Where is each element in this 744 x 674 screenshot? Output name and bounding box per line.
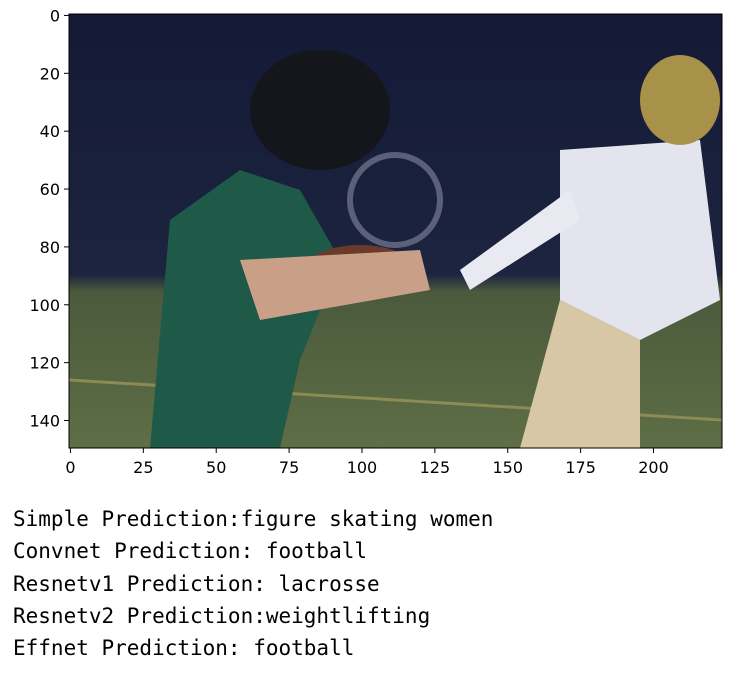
x-tick-label: 200 — [638, 458, 669, 477]
prediction-line: Simple Prediction:figure skating women — [13, 507, 494, 531]
x-tick-label: 100 — [347, 458, 378, 477]
x-tick-label: 150 — [492, 458, 523, 477]
y-tick-label: 100 — [29, 296, 60, 315]
x-tick-label: 125 — [420, 458, 451, 477]
x-tick-label: 50 — [206, 458, 226, 477]
prediction-line: Resnetv1 Prediction: lacrosse — [13, 571, 380, 596]
x-tick-label: 0 — [65, 458, 75, 477]
y-tick-label: 140 — [29, 412, 60, 431]
prediction-line: Convnet Prediction: football — [13, 539, 368, 564]
axes-frame — [68, 13, 723, 449]
prediction-line: Resnetv2 Prediction:weightlifting — [13, 603, 431, 628]
y-tick-label: 40 — [40, 122, 60, 141]
y-tick-label: 20 — [40, 64, 60, 83]
y-tick-label: 120 — [29, 354, 60, 373]
photo — [69, 14, 722, 448]
figure: 0 25 50 75 100 125 150 175 200 0 20 40 60 80 100 120 140 — [29, 6, 723, 477]
x-tick-label: 75 — [279, 458, 299, 477]
ticks: 0 25 50 75 100 125 150 175 200 0 20 40 60 80 100 120 140 — [29, 6, 668, 477]
x-tick-label: 175 — [565, 458, 596, 477]
y-tick-label: 0 — [50, 6, 60, 25]
y-tick-label: 60 — [40, 180, 60, 199]
x-tick-label: 25 — [133, 458, 153, 477]
y-tick-label: 80 — [40, 238, 60, 257]
prediction-line: Effnet Prediction: football — [13, 636, 355, 661]
